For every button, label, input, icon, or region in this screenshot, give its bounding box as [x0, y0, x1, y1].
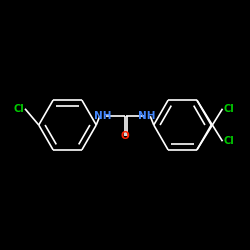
Text: Cl: Cl [14, 104, 24, 114]
Text: Cl: Cl [224, 136, 234, 146]
Text: Cl: Cl [224, 104, 234, 114]
Text: NH: NH [138, 111, 156, 121]
Text: O: O [120, 131, 130, 141]
Text: NH: NH [94, 111, 112, 121]
